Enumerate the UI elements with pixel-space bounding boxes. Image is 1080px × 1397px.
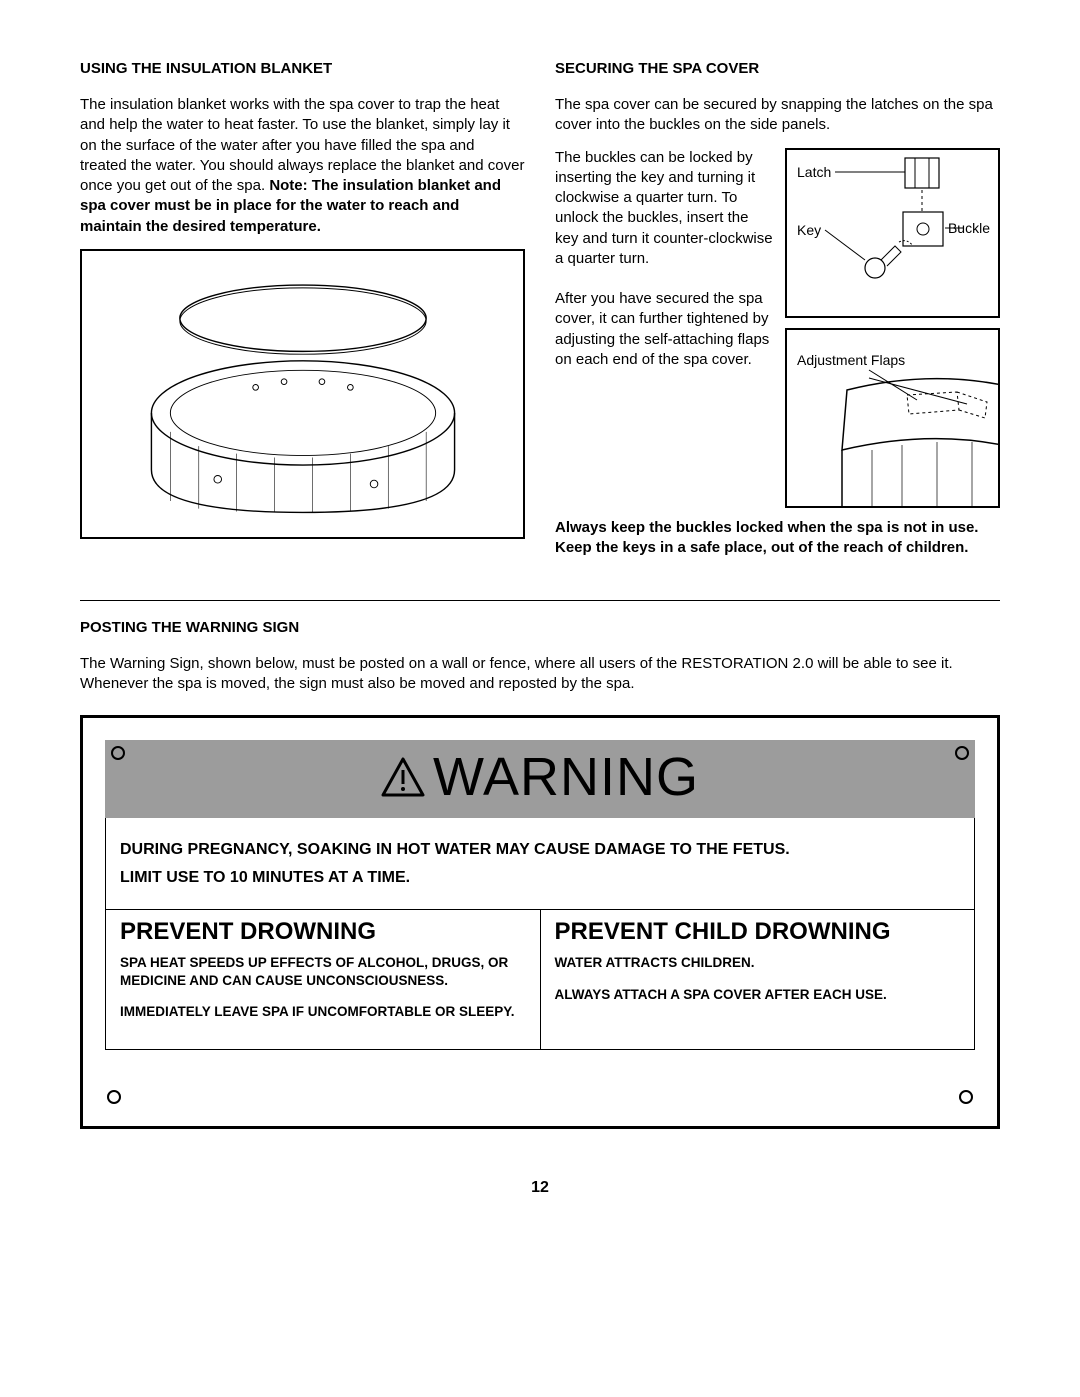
- warning-para: The Warning Sign, shown below, must be p…: [80, 654, 1000, 695]
- warning-heading: POSTING THE WARNING SIGN: [80, 619, 1000, 636]
- screw-icon: [959, 1090, 973, 1104]
- left-heading: USING THE INSULATION BLANKET: [80, 60, 525, 77]
- warn-col1-t1: SPA HEAT SPEEDS UP EFFECTS OF ALCOHOL, D…: [120, 954, 526, 989]
- spa-svg: [123, 264, 483, 524]
- warning-banner: WARNING: [105, 740, 975, 818]
- warning-col-left: PREVENT DROWNING SPA HEAT SPEEDS UP EFFE…: [106, 910, 541, 1049]
- right-column: SECURING THE SPA COVER The spa cover can…: [555, 60, 1000, 570]
- top-two-column: USING THE INSULATION BLANKET The insulat…: [80, 60, 1000, 570]
- warning-sign: WARNING DURING PREGNANCY, SOAKING IN HOT…: [80, 715, 1000, 1129]
- section-divider: [80, 600, 1000, 601]
- warning-body: DURING PREGNANCY, SOAKING IN HOT WATER M…: [105, 818, 975, 1050]
- key-label: Key: [797, 222, 821, 238]
- latch-diagram: Latch Key Buckle: [785, 148, 1000, 318]
- warn-top-line2: LIMIT USE TO 10 MINUTES AT A TIME.: [120, 864, 960, 893]
- spa-illustration: [80, 249, 525, 539]
- page-number: 12: [80, 1179, 1000, 1197]
- left-paragraph: The insulation blanket works with the sp…: [80, 95, 525, 237]
- warn-col2-title: PREVENT CHILD DROWNING: [555, 918, 961, 946]
- flaps-label: Adjustment Flaps: [797, 352, 905, 369]
- warning-title-text: WARNING: [433, 746, 699, 808]
- warning-triangle-icon: [381, 757, 425, 797]
- flaps-label-text: Adjustment Flaps: [797, 352, 905, 368]
- screw-icon: [111, 746, 125, 760]
- warning-col-right: PREVENT CHILD DROWNING WATER ATTRACTS CH…: [541, 910, 975, 1049]
- buckle-label: Buckle: [948, 220, 990, 236]
- latch-label: Latch: [797, 164, 831, 180]
- warning-title: WARNING: [381, 746, 699, 808]
- right-para1: The spa cover can be secured by snapping…: [555, 95, 1000, 136]
- warn-col2-t1: WATER ATTRACTS CHILDREN.: [555, 954, 961, 972]
- right-para4: Always keep the buckles locked when the …: [555, 518, 1000, 559]
- right-heading: SECURING THE SPA COVER: [555, 60, 1000, 77]
- left-column: USING THE INSULATION BLANKET The insulat…: [80, 60, 525, 570]
- warning-columns: PREVENT DROWNING SPA HEAT SPEEDS UP EFFE…: [106, 909, 974, 1049]
- warn-col1-title: PREVENT DROWNING: [120, 918, 526, 946]
- warning-top-text: DURING PREGNANCY, SOAKING IN HOT WATER M…: [106, 818, 974, 910]
- warn-col1-t2: IMMEDIATELY LEAVE SPA IF UNCOMFORTABLE O…: [120, 1003, 526, 1021]
- flap-diagram: Adjustment Flaps: [785, 328, 1000, 508]
- bottom-screws: [105, 1090, 975, 1104]
- screw-icon: [955, 746, 969, 760]
- screw-icon: [107, 1090, 121, 1104]
- warn-top-line1: DURING PREGNANCY, SOAKING IN HOT WATER M…: [120, 836, 960, 865]
- warn-col2-t2: ALWAYS ATTACH A SPA COVER AFTER EACH USE…: [555, 986, 961, 1004]
